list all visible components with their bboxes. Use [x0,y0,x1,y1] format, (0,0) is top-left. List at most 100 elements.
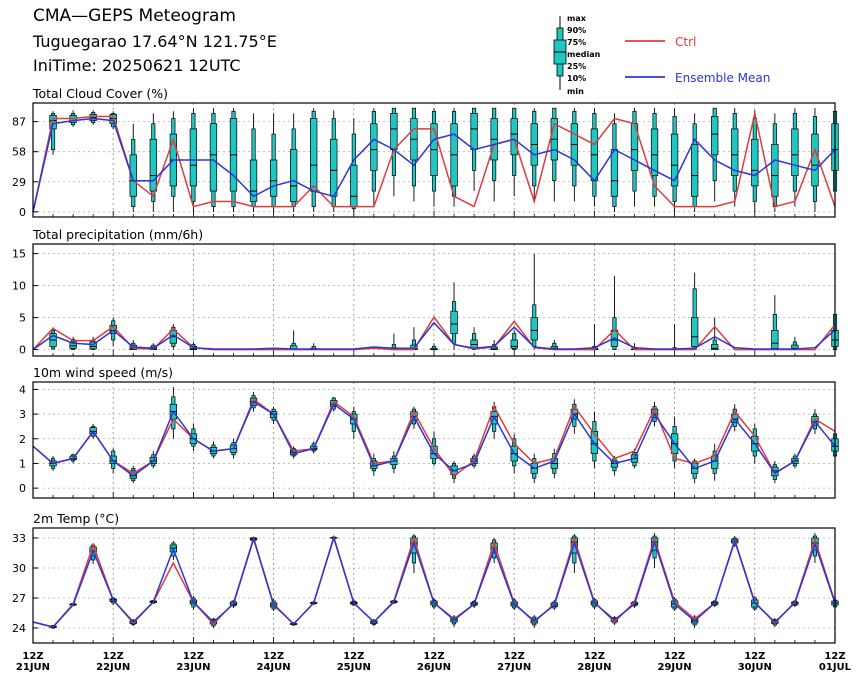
box-inner [470,113,478,150]
x-tick-label-time: 12Z [263,651,284,662]
box-whisker [771,295,779,350]
box-inner [811,133,819,187]
box-inner [310,118,318,192]
box-inner [771,144,779,197]
box-inner [711,116,719,156]
box-whisker [610,113,619,212]
y-tick-label: 5 [19,312,26,325]
box-inner [249,159,258,202]
x-tick-label-date: 29JUN [658,662,692,673]
box-whisker [89,110,97,125]
x-tick-label-time: 12Z [504,651,525,662]
box-inner [149,138,157,192]
box-whisker [550,107,558,202]
box-whisker [430,108,438,207]
x-tick-label-time: 12Z [103,651,124,662]
y-tick-label: 2 [19,433,26,446]
box-whisker [731,108,739,207]
box-whisker [791,336,799,350]
legend-ctrl-label: Ctrl [675,35,696,49]
panel: 10m wind speed (m/s) 0 1 2 3 4 [19,365,839,499]
box-whisker [49,327,57,350]
box-inner [189,128,198,187]
box-inner [791,128,799,176]
box-inner [209,123,218,192]
ctrl-line [32,315,836,351]
x-tick-label-date: 26JUN [417,662,451,673]
panel-title: 10m wind speed (m/s) [33,365,173,380]
box-whisker [570,108,578,202]
y-tick-label: 29 [12,176,26,189]
x-tick-label-time: 12Z [343,651,364,662]
x-tick-label-date: 01JUL [819,662,852,673]
x-tick-label-time: 12Z [744,651,765,662]
legend-box-label: median [567,50,601,59]
box-whisker [510,330,518,350]
box-whisker [791,108,799,207]
box-inner [510,118,518,156]
box-whisker [690,272,699,350]
box-whisker [390,333,398,351]
panel: Total precipitation (mm/6h) 0 5 10 15 [12,227,839,357]
legend-box-label: 90% [567,26,586,35]
box-inner [390,113,398,150]
box-whisker [590,108,599,207]
box-whisker [430,343,438,351]
box-whisker [670,108,679,212]
legend-box-label: 10% [567,74,586,83]
x-tick-label-time: 12Z [824,651,845,662]
box-inner [350,164,358,207]
box-whisker [590,324,599,351]
y-tick-label: 27 [12,592,26,605]
box-inner [269,159,278,197]
y-tick-label: 24 [12,622,26,635]
box-whisker [811,108,819,212]
box-whisker [690,113,699,212]
x-tick-label-date: 21JUN [16,662,50,673]
box-whisker [310,108,318,212]
box-inner [530,317,538,341]
x-tick-label-date: 30JUN [738,662,772,673]
y-tick-label: 0 [19,344,26,357]
panel-frame [32,527,836,644]
box-whisker [370,108,378,207]
box-whisker [290,113,298,212]
panel-frame [32,243,836,357]
mean-line [32,400,836,477]
box-inner [650,128,659,176]
box-whisker [490,107,498,202]
mean-line [32,535,836,628]
legend-box-label: 75% [567,38,586,47]
y-tick-label: 0 [19,482,26,495]
y-tick-label: 4 [19,383,26,396]
box-whisker [650,108,659,207]
ctrl-line [32,398,836,477]
y-tick-label: 10 [12,280,26,293]
box-inner [771,330,779,349]
box-whisker [470,327,478,350]
box-inner [69,341,77,349]
box-whisker [751,110,759,212]
x-tick-label-date: 28JUN [577,662,611,673]
box-inner [330,138,338,197]
y-tick-label: 3 [19,408,26,421]
box-whisker [711,317,719,350]
box-inner [109,114,117,125]
legend-box-glyph [553,16,567,90]
box-inner [290,149,298,202]
box-inner [89,341,97,350]
box-inner [731,128,739,176]
legend-box-label: max [567,14,587,23]
panel-title: Total Cloud Cover (%) [32,86,168,101]
x-tick-label-time: 12Z [584,651,605,662]
y-tick-label: 58 [12,146,26,159]
x-tick-label-date: 24JUN [257,662,291,673]
box-whisker [69,336,77,350]
x-tick-label-date: 22JUN [96,662,130,673]
legend-mean-label: Ensemble Mean [675,71,770,85]
y-tick-label: 1 [19,457,26,470]
mean-line [32,321,836,351]
ctrl-line [32,113,836,212]
x-tick-label-date: 27JUN [497,662,531,673]
